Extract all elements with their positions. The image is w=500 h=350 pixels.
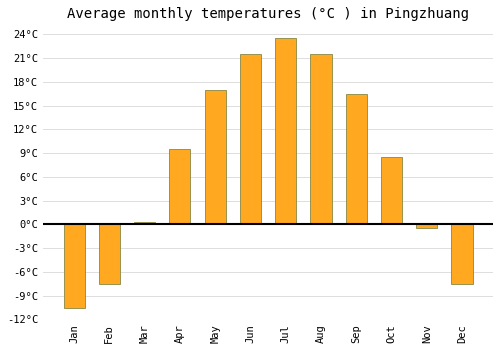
Title: Average monthly temperatures (°C ) in Pingzhuang: Average monthly temperatures (°C ) in Pi…: [67, 7, 469, 21]
Bar: [310, 54, 332, 224]
Bar: [240, 54, 261, 224]
Bar: [452, 224, 472, 284]
Bar: [346, 94, 367, 224]
Bar: [99, 224, 120, 284]
Bar: [64, 224, 84, 308]
Bar: [275, 38, 296, 224]
Bar: [381, 157, 402, 224]
Bar: [170, 149, 190, 224]
Bar: [416, 224, 438, 228]
Bar: [134, 222, 155, 224]
Bar: [204, 90, 226, 224]
